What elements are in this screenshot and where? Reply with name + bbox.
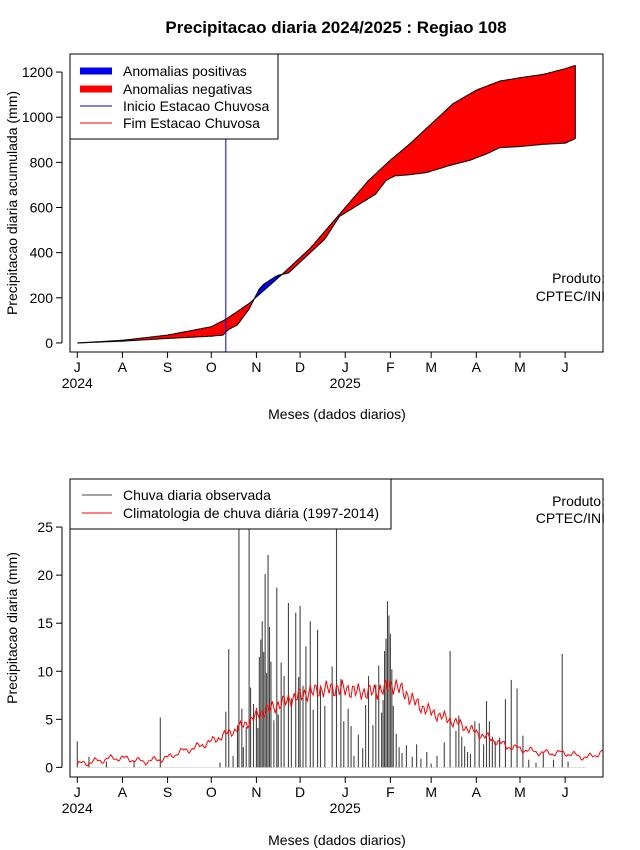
daily-x-tick-label: M [514,784,526,800]
daily-x-axis-label: Meses (dados diarios) [268,832,406,848]
daily-x-tick-label: A [472,784,482,800]
cumulative-x-tick-label: O [206,359,217,375]
cumulative-x-tick-label: D [295,359,305,375]
cumulative-x-tick-label: N [251,359,261,375]
cumulative-precipitation-chart: Precipitacao diaria 2024/2025 : Regiao 1… [4,18,605,422]
daily-year-label: 2024 [62,800,93,816]
cumulative-product-label: Produto: [552,270,605,286]
cumulative-x-tick-label: A [118,359,128,375]
daily-x-tick-label: F [386,784,395,800]
daily-y-axis-label: Precipitacao diaria (mm) [4,552,20,704]
daily-plot-area [76,498,604,768]
cumulative-x-tick-label: J [562,359,569,375]
cumulative-year-label: 2025 [330,375,361,391]
chart-title: Precipitacao diaria 2024/2025 : Regiao 1… [165,18,506,37]
daily-x-tick-label: A [118,784,128,800]
daily-y-tick-label: 0 [45,759,53,775]
daily-year-label: 2025 [330,800,361,816]
climatology-cumulative-line [77,64,576,344]
cumulative-x-tick-label: J [74,359,81,375]
daily-x-tick-label: D [295,784,305,800]
cumulative-y-tick-label: 1000 [22,109,53,125]
daily-legend: Chuva diaria observada Climatologia de c… [69,478,392,530]
daily-y-tick-label: 25 [37,519,53,535]
daily-y-tick-label: 10 [37,663,53,679]
cumulative-x-tick-label: J [342,359,349,375]
cumulative-x-axis-label: Meses (dados diarios) [268,406,406,422]
daily-x-tick-label: O [206,784,217,800]
daily-legend-box [69,478,392,530]
cumulative-y-tick-label: 400 [30,245,54,261]
cumulative-year-label: 2024 [62,375,93,391]
cumulative-x-tick-label: F [386,359,395,375]
cumulative-y-tick-label: 1200 [22,64,53,80]
cumulative-plot-frame [69,53,604,353]
daily-x-tick-label: S [163,784,172,800]
cumulative-legend: Anomalias positivas Anomalias negativas … [69,53,279,140]
daily-x-tick-label: J [74,784,81,800]
legend-label-anomalias-negativas: Anomalias negativas [123,81,252,97]
daily-y-tick-label: 5 [45,711,53,727]
legend-label-fim-estacao: Fim Estacao Chuvosa [123,115,260,131]
cumulative-y-tick-label: 0 [45,335,53,351]
cumulative-product-source: CPTEC/INI [536,288,605,304]
cumulative-x-tick-label: A [472,359,482,375]
daily-x-tick-label: J [562,784,569,800]
cumulative-y-axis-label: Precipitacao diaria acumulada (mm) [4,91,20,315]
daily-y-tick-label: 20 [37,567,53,583]
daily-y-axis: 0 5 10 15 20 25 [37,519,63,775]
daily-product-label: Produto: [552,493,605,509]
legend-label-inicio-estacao: Inicio Estacao Chuvosa [123,98,270,114]
cumulative-y-tick-label: 800 [30,154,54,170]
daily-x-tick-label: N [251,784,261,800]
climatology-daily-line [76,678,604,767]
legend-label-chuva-observada: Chuva diaria observada [123,487,271,503]
daily-y-tick-label: 15 [37,615,53,631]
cumulative-x-tick-label: M [514,359,526,375]
daily-x-tick-label: J [342,784,349,800]
legend-label-climatologia: Climatologia de chuva diária (1997-2014) [123,505,379,521]
daily-product-source: CPTEC/INI [536,510,605,526]
legend-label-anomalias-positivas: Anomalias positivas [123,63,247,79]
negative-anomaly-area [77,65,576,343]
daily-x-tick-label: M [425,784,437,800]
cumulative-x-tick-label: S [163,359,172,375]
cumulative-y-axis: 0 200 400 600 800 1000 1200 [22,64,63,351]
cumulative-y-tick-label: 600 [30,200,54,216]
cumulative-x-tick-label: M [425,359,437,375]
cumulative-y-tick-label: 200 [30,290,54,306]
observed-cumulative-line [77,138,576,344]
